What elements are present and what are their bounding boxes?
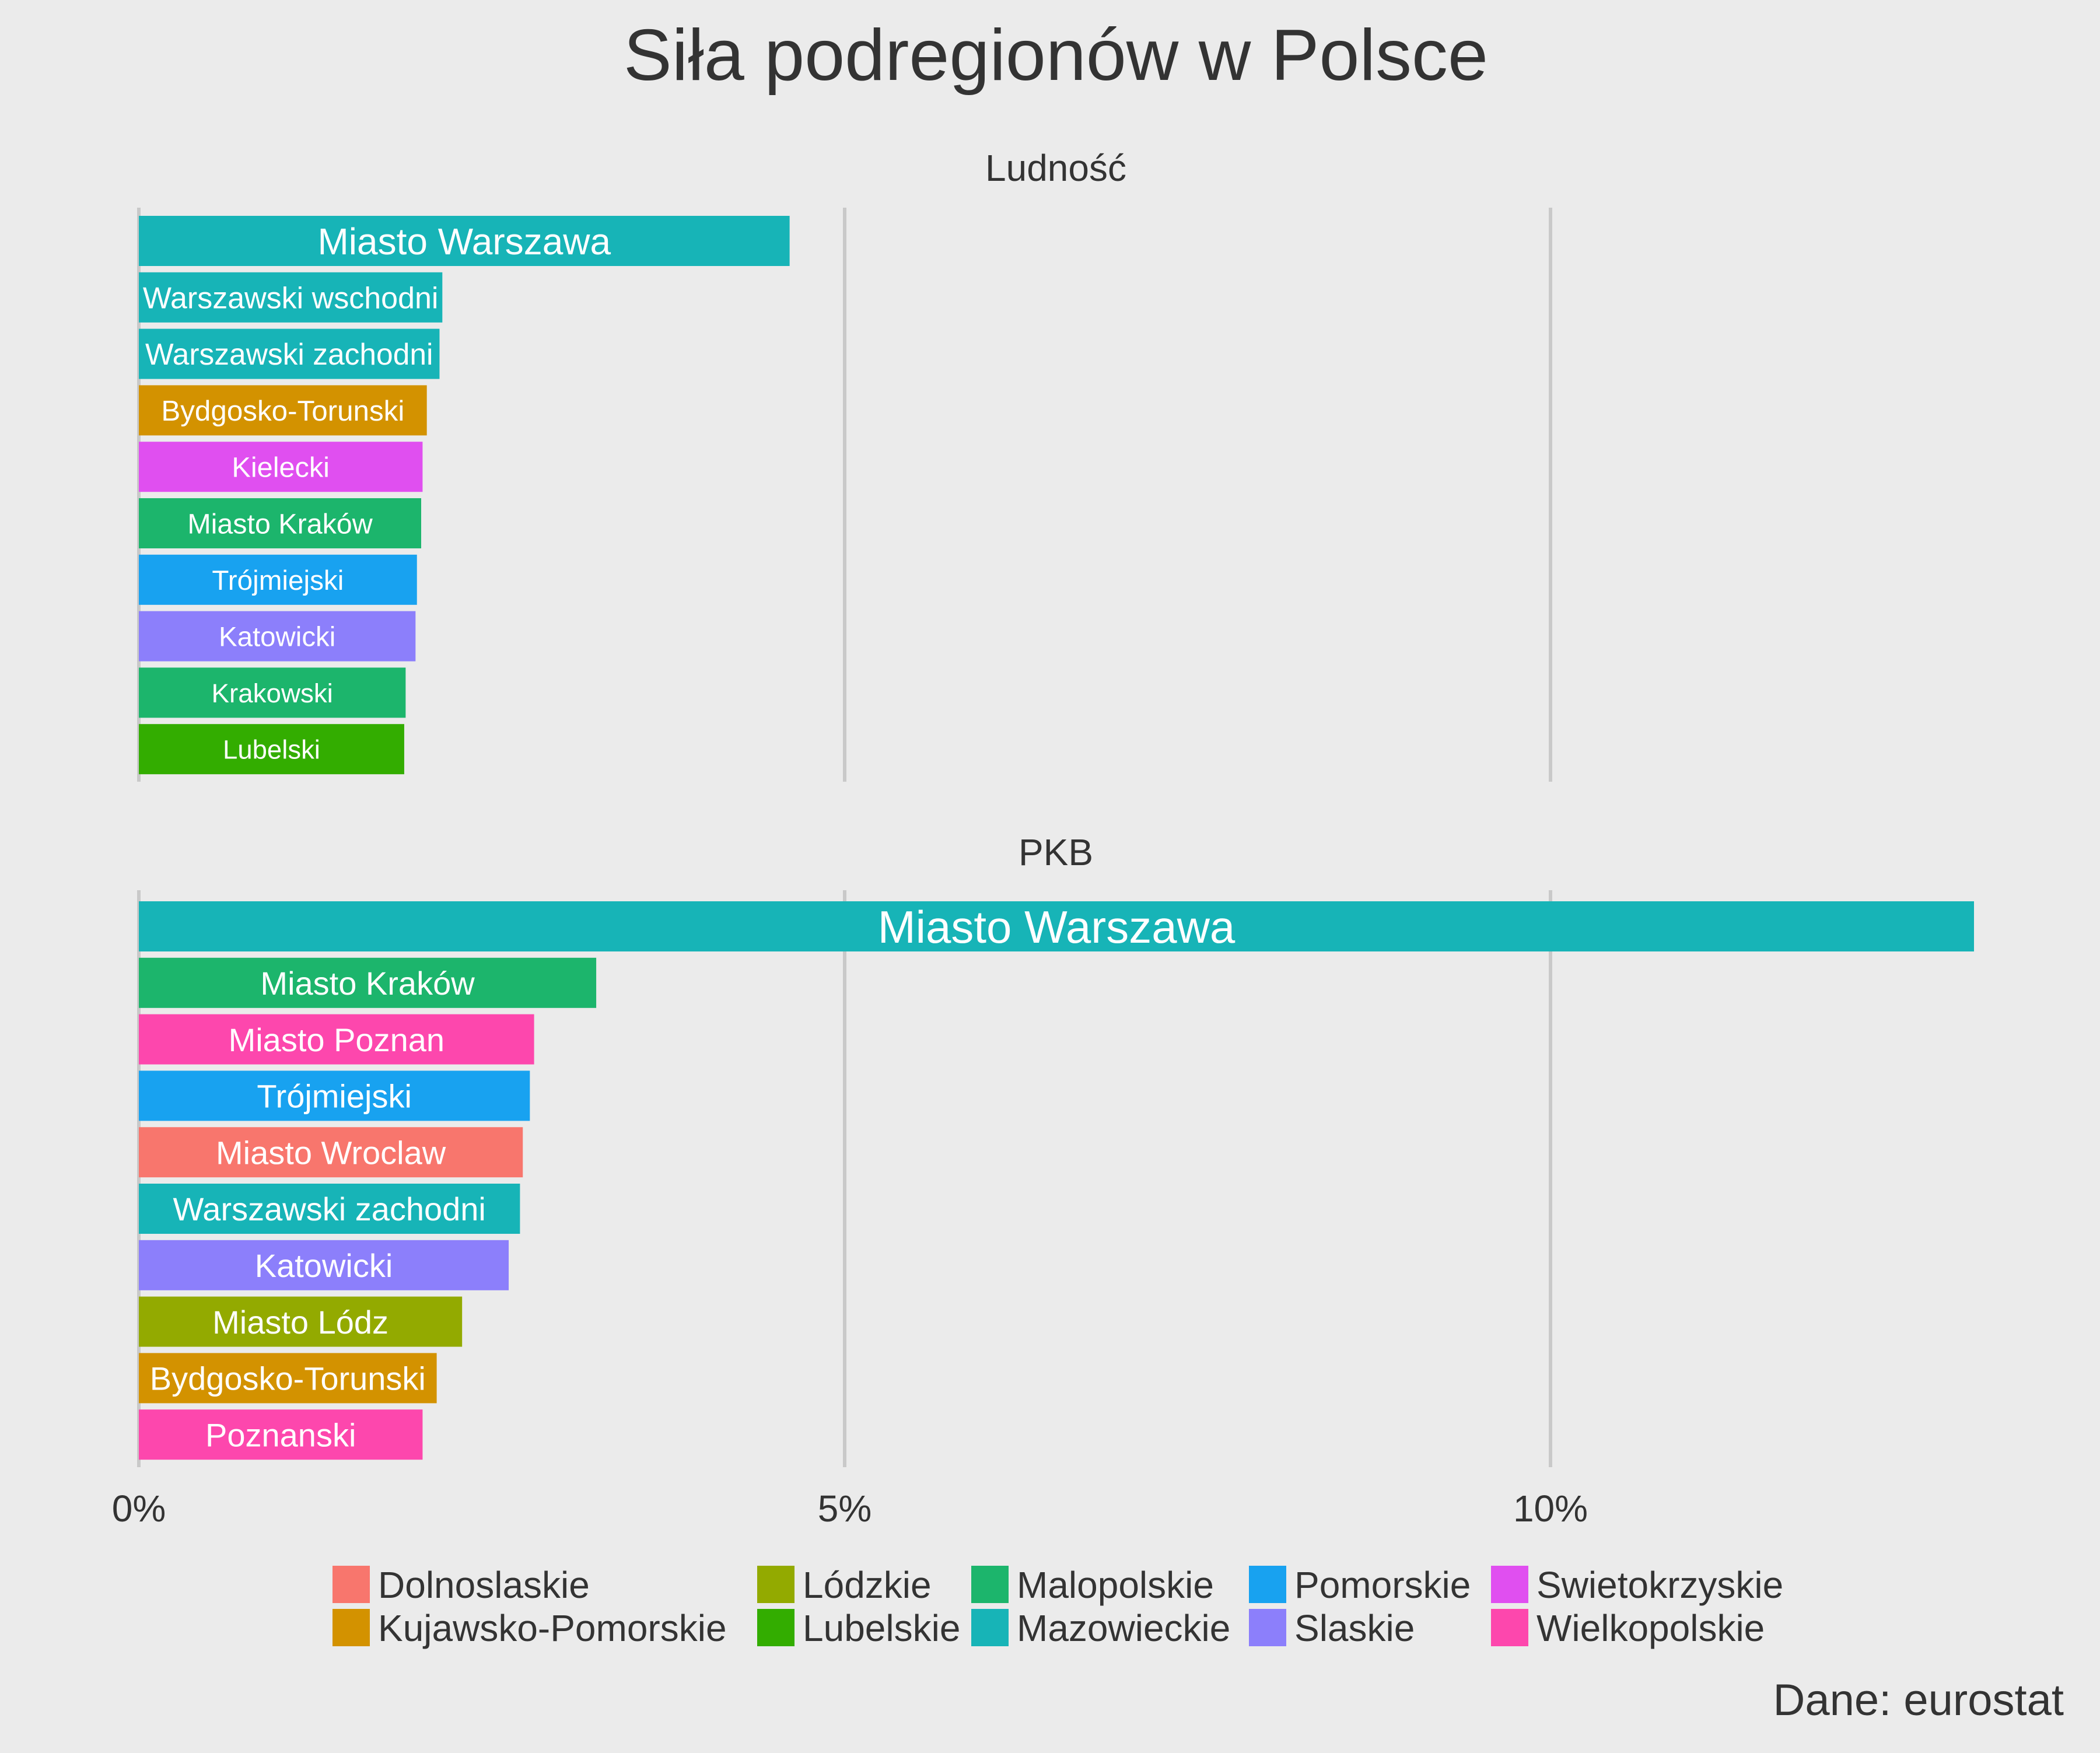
legend-key bbox=[1249, 1566, 1286, 1603]
legend-item: Swietokrzyskie bbox=[1491, 1564, 1783, 1606]
legend-key bbox=[332, 1566, 370, 1603]
bar bbox=[139, 272, 443, 323]
bar-label: Lubelski bbox=[223, 735, 320, 765]
facet-strip-title: PKB bbox=[1019, 831, 1093, 873]
legend-item: Dolnoslaskie bbox=[332, 1564, 590, 1606]
legend-label: Pomorskie bbox=[1294, 1564, 1471, 1606]
bar bbox=[139, 724, 404, 775]
legend-item: Slaskie bbox=[1249, 1607, 1415, 1649]
bar-label: Miasto Lódz bbox=[212, 1304, 388, 1341]
legend-item: Lódzkie bbox=[757, 1564, 932, 1606]
bar bbox=[139, 667, 406, 718]
bar bbox=[139, 611, 416, 662]
bar-label: Bydgosko-Torunski bbox=[150, 1360, 426, 1397]
bar-label: Kielecki bbox=[232, 452, 330, 484]
x-tick-label: 5% bbox=[818, 1488, 872, 1530]
facet-panel-pkb: PKB Miasto Warszawa Miasto Kraków Miasto Po… bbox=[137, 831, 1974, 1467]
legend-key bbox=[971, 1609, 1009, 1646]
legend-item: Pomorskie bbox=[1249, 1564, 1471, 1606]
legend-label: Dolnoslaskie bbox=[378, 1564, 590, 1606]
x-axis: 0% 5% 10% bbox=[112, 1488, 1588, 1530]
bar-label: Warszawski zachodni bbox=[145, 337, 433, 371]
bar bbox=[139, 1184, 520, 1234]
legend-item: Wielkopolskie bbox=[1491, 1607, 1765, 1649]
bar bbox=[139, 1240, 509, 1290]
legend-label: Mazowieckie bbox=[1017, 1607, 1230, 1649]
bar bbox=[139, 442, 423, 492]
bar bbox=[139, 385, 427, 436]
bar-label: Trójmiejski bbox=[212, 565, 344, 596]
legend-label: Swietokrzyskie bbox=[1536, 1564, 1783, 1606]
bar-label: Miasto Kraków bbox=[187, 508, 373, 540]
legend-item: Lubelskie bbox=[757, 1607, 960, 1649]
legend-key bbox=[1491, 1566, 1528, 1603]
legend-key bbox=[1249, 1609, 1286, 1646]
bar-label: Warszawski zachodni bbox=[173, 1191, 486, 1227]
bar-label: Krakowski bbox=[212, 678, 333, 708]
chart-title: Siła podregionów w Polsce bbox=[624, 15, 1488, 96]
bar-label: Miasto Wroclaw bbox=[216, 1134, 446, 1171]
bar bbox=[139, 1353, 437, 1404]
bar bbox=[139, 1409, 423, 1460]
bar-label: Katowicki bbox=[255, 1247, 393, 1284]
bar-label: Poznanski bbox=[205, 1416, 356, 1453]
bar-label: Warszawski wschodni bbox=[143, 282, 439, 316]
legend-item: Mazowieckie bbox=[971, 1607, 1230, 1649]
bar bbox=[139, 328, 440, 379]
x-tick-label: 0% bbox=[112, 1488, 166, 1530]
legend-label: Slaskie bbox=[1294, 1607, 1415, 1649]
bar bbox=[139, 1127, 523, 1178]
legend-key bbox=[1491, 1609, 1528, 1646]
bar-label: Miasto Warszawa bbox=[317, 221, 611, 263]
legend-label: Wielkopolskie bbox=[1536, 1607, 1765, 1649]
bar-label: Bydgosko-Torunski bbox=[161, 395, 404, 427]
legend-key bbox=[971, 1566, 1009, 1603]
legend-key bbox=[757, 1609, 794, 1646]
bar bbox=[139, 554, 417, 605]
facet-strip-title: Ludność bbox=[985, 147, 1126, 189]
x-tick-label: 10% bbox=[1513, 1488, 1588, 1530]
bar-label: Trójmiejski bbox=[257, 1078, 411, 1115]
legend-key bbox=[757, 1566, 794, 1603]
bar bbox=[139, 216, 790, 266]
facet-panels: Ludność Miasto Warszawa Warszawski wschodn… bbox=[137, 147, 1974, 1467]
bar bbox=[139, 1014, 534, 1065]
facet-panel-ludnosc: Ludność Miasto Warszawa Warszawski wschodn… bbox=[137, 147, 1552, 782]
bar-label: Katowicki bbox=[219, 622, 335, 653]
legend-key bbox=[332, 1609, 370, 1646]
bar bbox=[139, 901, 1974, 951]
legend-label: Lubelskie bbox=[803, 1607, 960, 1649]
bar-label: Miasto Warszawa bbox=[878, 901, 1236, 953]
legend-item: Malopolskie bbox=[971, 1564, 1214, 1606]
legend-item: Kujawsko-Pomorskie bbox=[332, 1607, 727, 1649]
bar bbox=[139, 957, 597, 1008]
chart-caption: Dane: eurostat bbox=[1773, 1675, 2064, 1725]
legend-label: Lódzkie bbox=[803, 1564, 932, 1606]
bar bbox=[139, 1296, 463, 1347]
legend-label: Malopolskie bbox=[1017, 1564, 1214, 1606]
bar bbox=[139, 498, 421, 548]
bar-label: Miasto Poznan bbox=[229, 1021, 444, 1058]
bar bbox=[139, 1070, 530, 1121]
bar-label: Miasto Kraków bbox=[260, 965, 475, 1002]
legend-label: Kujawsko-Pomorskie bbox=[378, 1607, 727, 1649]
